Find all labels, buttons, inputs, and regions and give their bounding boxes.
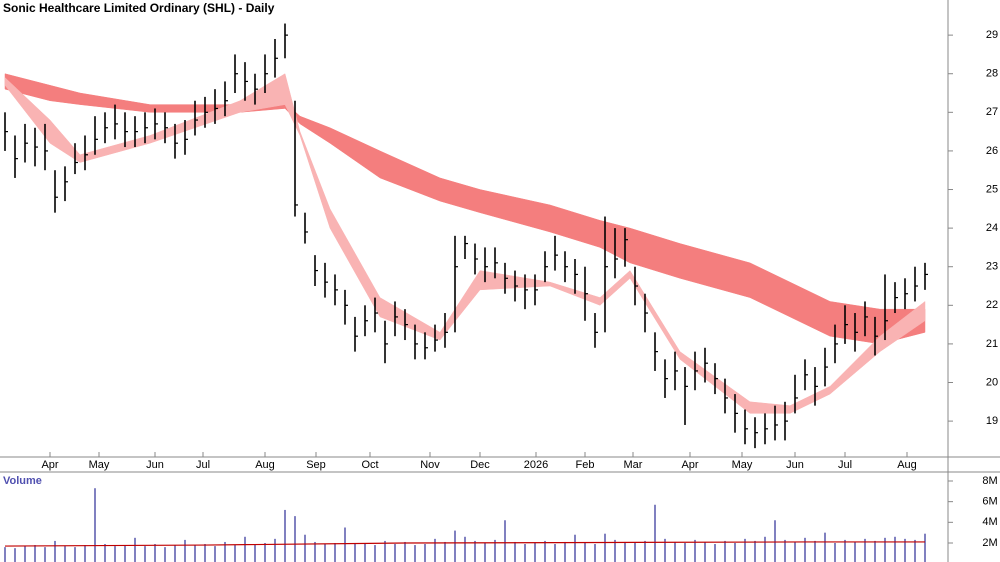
x-tick-label: Nov (420, 459, 440, 471)
x-tick-label: Apr (681, 459, 698, 471)
chart-title: Sonic Healthcare Limited Ordinary (SHL) … (3, 1, 275, 15)
x-tick-label: Jul (838, 459, 852, 471)
x-tick-label: Jul (196, 459, 210, 471)
y-tick-label: 21 (986, 338, 998, 350)
y-tick-label: 27 (986, 106, 998, 118)
y-tick-label: 24 (986, 222, 998, 234)
x-tick-label: May (89, 459, 110, 471)
y-tick-label: 29 (986, 29, 998, 41)
x-tick-label: Aug (255, 459, 275, 471)
y-tick-label: 28 (986, 68, 998, 80)
x-tick-label: Mar (624, 459, 643, 471)
y-tick-label: 2M (982, 537, 997, 549)
y-tick-label: 22 (986, 299, 998, 311)
y-tick-label: 6M (982, 496, 997, 508)
plot-layer (4, 23, 928, 562)
y-tick-label: 19 (986, 415, 998, 427)
x-tick-label: Oct (361, 459, 378, 471)
x-tick-label: Apr (41, 459, 58, 471)
y-tick-label: 25 (986, 183, 998, 195)
panel-title: Volume (3, 475, 42, 487)
volume-average (4, 541, 925, 547)
x-tick-label: Dec (470, 459, 490, 471)
x-tick-label: Jun (146, 459, 164, 471)
y-tick-label: 23 (986, 261, 998, 273)
x-tick-label: 2026 (524, 459, 548, 471)
x-tick-label: May (732, 459, 753, 471)
y-tick-label: 20 (986, 376, 998, 388)
x-tick-label: Sep (306, 459, 326, 471)
y-tick-label: 8M (982, 475, 997, 487)
x-tick-label: Jun (786, 459, 804, 471)
y-tick-label: 26 (986, 145, 998, 157)
x-tick-label: Aug (897, 459, 917, 471)
x-tick-label: Feb (576, 459, 595, 471)
y-tick-label: 4M (982, 516, 997, 528)
